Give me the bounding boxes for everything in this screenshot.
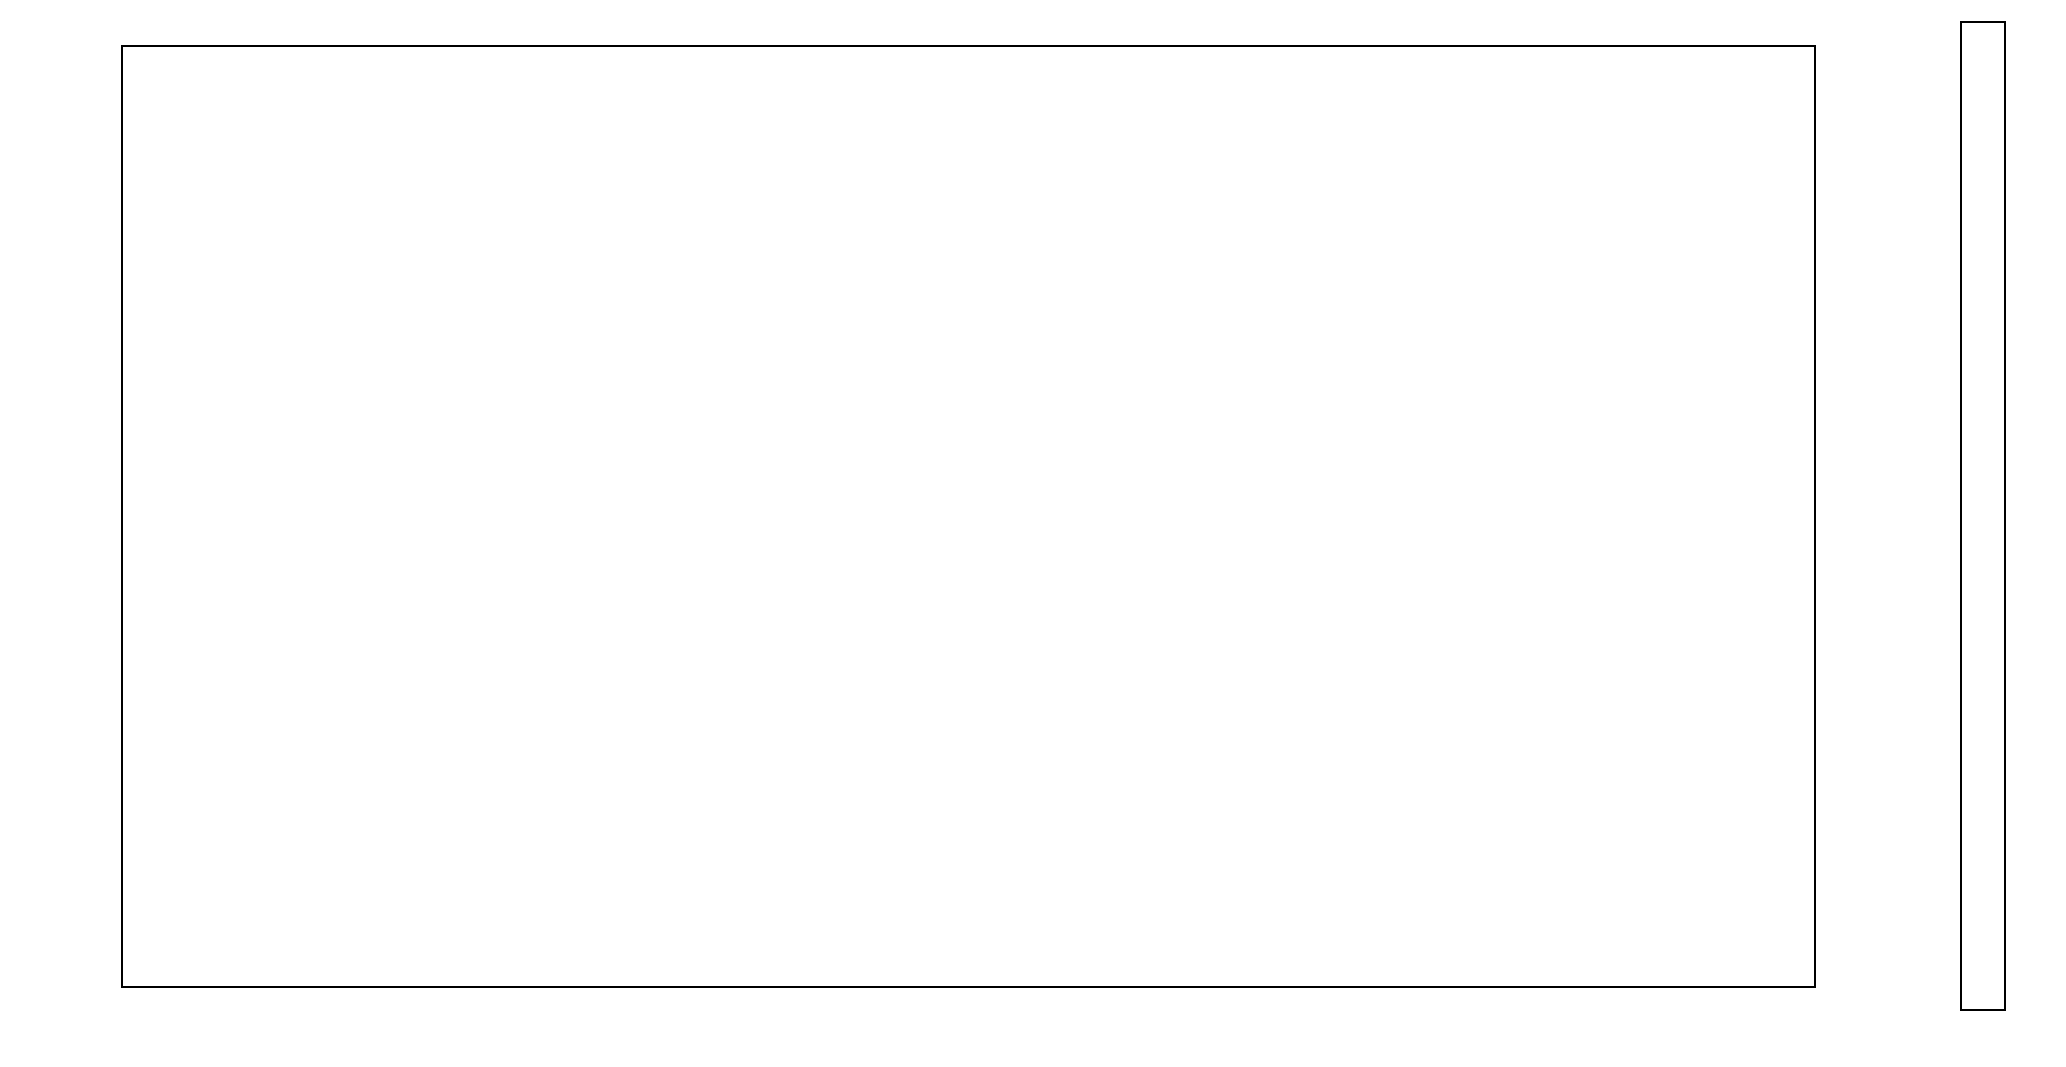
spectrogram-canvas [123,47,1814,986]
colorbar-gradient [1962,23,2004,1009]
